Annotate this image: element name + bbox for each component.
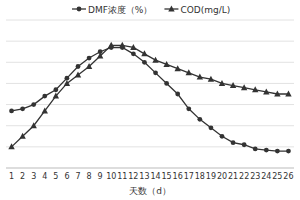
- data-point: [285, 91, 291, 97]
- data-point: [152, 57, 158, 63]
- data-point: [65, 76, 70, 81]
- legend-label: DMF浓度（%）: [88, 5, 152, 15]
- data-point: [153, 70, 158, 75]
- data-point: [30, 122, 36, 128]
- grid-line: [6, 168, 294, 169]
- series-line: [12, 45, 289, 146]
- x-tick-label: 2: [20, 172, 25, 181]
- data-point: [253, 147, 258, 152]
- data-point: [42, 107, 48, 113]
- x-tick-label: 12: [128, 172, 138, 181]
- chart: 1234567891011121314151617181920212223242…: [0, 0, 300, 200]
- x-tick-label: 8: [87, 172, 92, 181]
- x-tick-label: 1: [9, 172, 14, 181]
- x-tick-label: 17: [184, 172, 194, 181]
- grid-line: [6, 62, 294, 63]
- x-axis-title: 天数（d）: [129, 186, 171, 196]
- data-point: [175, 92, 180, 97]
- data-point: [76, 64, 81, 69]
- grid-line: [6, 41, 294, 42]
- data-point: [141, 50, 147, 56]
- data-point: [274, 91, 280, 97]
- data-point: [241, 84, 247, 90]
- data-point: [86, 63, 92, 69]
- data-point: [275, 149, 280, 154]
- x-tick-label: 16: [173, 172, 183, 181]
- data-point: [53, 93, 59, 99]
- legend-marker: [77, 7, 82, 12]
- plot-area: [8, 42, 291, 154]
- data-point: [97, 52, 103, 58]
- x-tick-label: 15: [162, 172, 172, 181]
- legend: DMF浓度（%） COD(mg/L): [72, 5, 230, 15]
- legend-label: COD(mg/L): [180, 5, 230, 15]
- x-tick-label: 10: [106, 172, 116, 181]
- data-point: [186, 106, 191, 111]
- grid-line: [6, 83, 294, 84]
- data-point: [108, 42, 114, 48]
- data-point: [252, 86, 258, 92]
- data-point: [131, 51, 136, 56]
- x-tick-label: 14: [150, 172, 160, 181]
- data-point: [230, 82, 236, 88]
- data-point: [219, 80, 225, 86]
- x-tick-label: 3: [31, 172, 36, 181]
- data-point: [263, 88, 269, 94]
- grid-line: [6, 20, 294, 21]
- data-point: [163, 61, 169, 67]
- x-tick-label: 22: [239, 172, 249, 181]
- x-tick-label: 19: [206, 172, 216, 181]
- data-point: [186, 69, 192, 75]
- data-point: [31, 102, 36, 107]
- data-point: [164, 81, 169, 86]
- x-tick-label: 6: [64, 172, 69, 181]
- data-point: [8, 143, 14, 149]
- data-point: [197, 117, 202, 122]
- x-tick-label: 20: [217, 172, 227, 181]
- x-tick-label: 21: [228, 172, 238, 181]
- x-tick-label: 23: [250, 172, 260, 181]
- data-point: [231, 140, 236, 145]
- grid-line: [6, 125, 294, 126]
- data-point: [42, 94, 47, 99]
- x-tick-label: 25: [272, 172, 282, 181]
- data-point: [130, 44, 136, 50]
- data-point: [119, 42, 125, 48]
- data-point: [142, 60, 147, 65]
- data-point: [20, 106, 25, 111]
- x-tick-label: 26: [283, 172, 293, 181]
- data-point: [242, 142, 247, 147]
- data-point: [220, 134, 225, 139]
- x-tick-label: 11: [117, 172, 127, 181]
- x-tick-label: 5: [53, 172, 58, 181]
- data-point: [286, 149, 291, 154]
- x-tick-label: 9: [98, 172, 103, 181]
- x-tick-label: 18: [195, 172, 205, 181]
- data-point: [9, 109, 14, 114]
- legend-marker: [168, 6, 174, 12]
- data-point: [75, 71, 81, 77]
- data-point: [208, 76, 214, 82]
- data-point: [174, 65, 180, 71]
- x-tick-label: 13: [139, 172, 149, 181]
- data-point: [87, 56, 92, 61]
- data-point: [264, 148, 269, 153]
- x-tick-label: 24: [261, 172, 271, 181]
- data-point: [53, 87, 58, 92]
- data-point: [209, 125, 214, 130]
- data-point: [64, 80, 70, 86]
- data-point: [19, 133, 25, 139]
- x-tick-label: 7: [75, 172, 80, 181]
- data-point: [197, 74, 203, 80]
- x-tick-label: 4: [42, 172, 47, 181]
